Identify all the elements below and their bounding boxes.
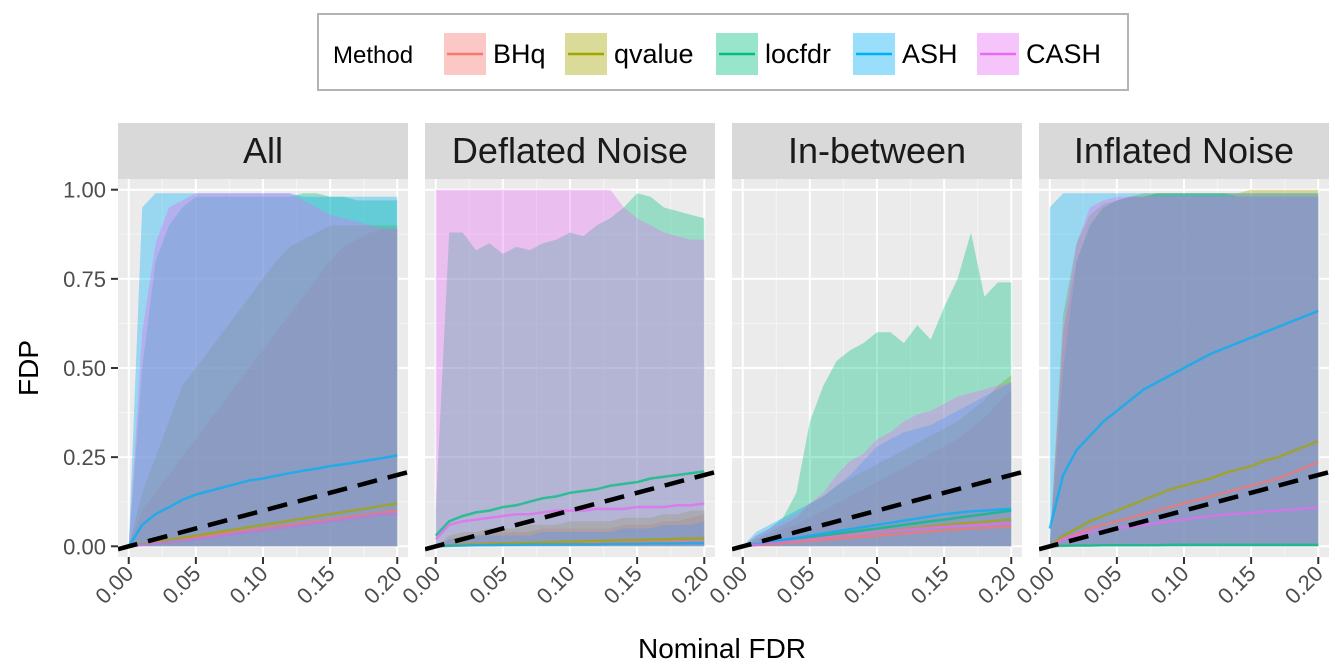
ribbon-ash bbox=[128, 193, 398, 547]
y-tick-label: 0.50 bbox=[63, 356, 106, 381]
legend-label: locfdr bbox=[765, 39, 831, 69]
mean-line-cash bbox=[434, 502, 705, 541]
y-tick-label: 1.00 bbox=[63, 178, 106, 203]
ribbon-ash bbox=[1049, 193, 1319, 547]
ribbon-cash bbox=[128, 193, 398, 547]
panel-data bbox=[425, 189, 715, 552]
legend-entry-qvalue: qvalue bbox=[565, 33, 694, 75]
ribbon-locfdr bbox=[742, 232, 1012, 547]
panel-title: Inflated Noise bbox=[1074, 130, 1294, 171]
ribbon-bhq bbox=[742, 389, 1012, 547]
mean-line-ash bbox=[742, 507, 1012, 548]
mean-line-ash bbox=[1048, 309, 1319, 529]
panel-data bbox=[732, 232, 1022, 552]
ribbon-bhq bbox=[1049, 193, 1319, 547]
legend-entry-ash: ASH bbox=[853, 33, 958, 75]
mean-line-ash bbox=[435, 541, 705, 548]
y-axis-title: FDP bbox=[13, 340, 44, 396]
legend-title: Method bbox=[333, 42, 413, 69]
panel-title: In-between bbox=[788, 130, 966, 171]
ribbon-qvalue bbox=[742, 375, 1012, 547]
panel-title: All bbox=[243, 130, 283, 171]
reference-line bbox=[1039, 469, 1329, 552]
ribbon-locfdr bbox=[128, 193, 398, 547]
mean-line-cash bbox=[1049, 505, 1319, 548]
panel-title: Deflated Noise bbox=[452, 130, 688, 171]
ribbon-ash bbox=[742, 382, 1012, 547]
legend-entry-locfdr: locfdr bbox=[716, 33, 831, 75]
panel-strip bbox=[1039, 123, 1329, 179]
panel-data bbox=[118, 193, 408, 552]
ribbon-qvalue bbox=[435, 510, 705, 547]
ribbon-locfdr bbox=[1049, 193, 1319, 547]
mean-line-bhq bbox=[1049, 461, 1319, 548]
ribbon-cash bbox=[435, 189, 705, 547]
mean-line-qvalue bbox=[1048, 439, 1319, 548]
reference-line bbox=[732, 469, 1022, 552]
mean-line-cash bbox=[128, 512, 398, 548]
mean-line-cash bbox=[742, 521, 1012, 548]
legend-label: qvalue bbox=[614, 39, 694, 69]
x-axis-title: Nominal FDR bbox=[638, 633, 806, 664]
ribbon-bhq bbox=[435, 514, 705, 547]
reference-line bbox=[118, 469, 408, 552]
panel-strip bbox=[732, 123, 1022, 179]
y-tick-label: 0.25 bbox=[63, 445, 106, 470]
panel-data bbox=[1039, 189, 1329, 552]
ribbon-locfdr bbox=[435, 193, 705, 547]
panel-strip bbox=[118, 123, 408, 179]
ribbon-cash bbox=[742, 382, 1012, 547]
legend: Method BHq qvalue locfdr ASH CASH bbox=[317, 13, 1129, 91]
legend-label: BHq bbox=[493, 39, 546, 69]
mean-line-ash bbox=[127, 454, 398, 547]
mean-line-locfdr bbox=[1049, 543, 1319, 548]
ribbon-cash bbox=[1049, 196, 1319, 547]
legend-label: ASH bbox=[902, 39, 958, 69]
legend-entry-bhq: BHq bbox=[444, 33, 546, 75]
legend-entry-cash: CASH bbox=[977, 33, 1101, 75]
panel-strip bbox=[425, 123, 715, 179]
legend-box bbox=[317, 13, 1129, 91]
legend-label: CASH bbox=[1026, 39, 1101, 69]
y-tick-label: 0.00 bbox=[63, 534, 106, 559]
reference-line bbox=[425, 469, 715, 552]
mean-line-qvalue bbox=[128, 502, 398, 548]
y-tick-label: 0.75 bbox=[63, 267, 106, 292]
mean-line-locfdr bbox=[434, 470, 705, 537]
